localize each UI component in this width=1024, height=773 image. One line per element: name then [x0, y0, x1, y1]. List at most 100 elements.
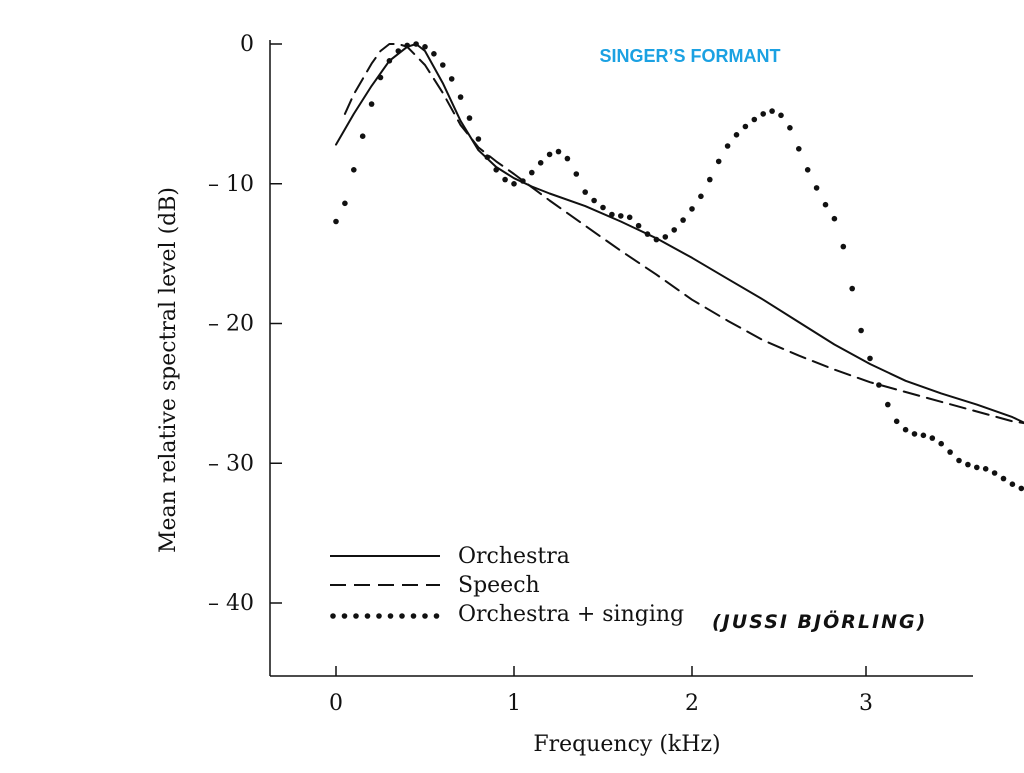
- data-point: [823, 202, 829, 208]
- legend-dot: [434, 613, 440, 619]
- data-point: [992, 470, 998, 476]
- x-tick-label: 0: [329, 691, 343, 716]
- series-line-speech: [345, 44, 1024, 438]
- data-point: [618, 213, 624, 219]
- legend-dot: [399, 613, 405, 619]
- data-point: [983, 466, 989, 472]
- data-point: [645, 231, 651, 237]
- data-point: [912, 431, 918, 437]
- data-point: [502, 177, 508, 183]
- data-point: [351, 167, 357, 173]
- data-point: [511, 181, 517, 187]
- data-point: [858, 328, 864, 334]
- data-point: [689, 206, 695, 212]
- data-point: [654, 237, 660, 243]
- data-point: [921, 433, 927, 439]
- data-point: [404, 43, 410, 49]
- data-point: [752, 117, 758, 123]
- data-point: [725, 143, 731, 149]
- legend-dot: [342, 613, 348, 619]
- series-line-orchestra: [336, 44, 1024, 494]
- data-point: [387, 58, 393, 64]
- y-tick-label: – 30: [208, 451, 254, 476]
- data-point: [947, 449, 953, 455]
- data-point: [422, 44, 428, 50]
- data-point: [930, 435, 936, 441]
- legend-dot: [330, 613, 336, 619]
- legend-swatch-orchestra-singing: [330, 613, 439, 619]
- data-point: [396, 48, 402, 54]
- data-point: [360, 133, 366, 139]
- data-point: [787, 125, 793, 131]
- data-point: [769, 108, 775, 114]
- data-point: [547, 152, 553, 158]
- data-point: [760, 111, 766, 117]
- data-point: [342, 201, 348, 207]
- singers-formant-annotation: SINGER’S FORMANT: [599, 46, 780, 66]
- data-point: [716, 159, 722, 165]
- data-point: [627, 215, 633, 221]
- data-point: [574, 171, 580, 177]
- data-point: [333, 219, 339, 225]
- legend-dot: [411, 613, 417, 619]
- series-layer: [333, 41, 1024, 515]
- data-point: [591, 198, 597, 204]
- data-point: [956, 458, 962, 464]
- data-point: [1001, 476, 1007, 482]
- data-point: [814, 185, 820, 191]
- data-point: [449, 76, 455, 82]
- data-point: [529, 170, 535, 176]
- data-point: [734, 132, 740, 138]
- data-point: [680, 217, 686, 223]
- legend-dot: [422, 613, 428, 619]
- data-point: [876, 382, 882, 388]
- legend-label-speech: Speech: [458, 573, 540, 598]
- y-tick-label: 0: [240, 32, 254, 57]
- y-axis-label: Mean relative spectral level (dB): [156, 187, 181, 553]
- data-point: [556, 149, 562, 155]
- data-point: [582, 189, 588, 195]
- y-tick-label: – 40: [208, 591, 254, 616]
- data-point: [867, 356, 873, 362]
- data-point: [832, 216, 838, 222]
- data-point: [476, 136, 482, 142]
- legend-dot: [376, 613, 382, 619]
- data-point: [609, 212, 615, 218]
- data-point: [431, 51, 437, 57]
- data-point: [885, 402, 891, 408]
- data-point: [1019, 486, 1024, 492]
- y-ticks: 0 – 10 – 20 – 30 – 40: [208, 32, 282, 616]
- data-point: [671, 227, 677, 233]
- data-point: [894, 419, 900, 425]
- data-point: [707, 177, 713, 183]
- x-tick-label: 3: [859, 691, 873, 716]
- data-point: [743, 124, 749, 130]
- y-tick-label: – 20: [208, 312, 254, 337]
- data-point: [467, 115, 473, 121]
- data-point: [493, 167, 499, 173]
- x-tick-label: 1: [507, 691, 521, 716]
- x-axis-label: Frequency (kHz): [533, 732, 720, 757]
- legend-label-orchestra-singing: Orchestra + singing: [458, 602, 684, 627]
- data-point: [600, 205, 606, 211]
- data-point: [485, 154, 491, 160]
- series-orchestra-singing: [333, 41, 1024, 515]
- data-point: [636, 223, 642, 229]
- y-tick-label: – 10: [208, 172, 254, 197]
- data-point: [378, 75, 384, 81]
- legend-dot: [365, 613, 371, 619]
- data-point: [974, 465, 980, 471]
- data-point: [849, 286, 855, 292]
- data-point: [698, 194, 704, 200]
- data-point: [440, 62, 446, 68]
- legend-note-handwritten: (JUSSI BJÖRLING): [712, 609, 927, 633]
- data-point: [1010, 481, 1016, 487]
- x-tick-label: 2: [685, 691, 699, 716]
- legend-dot: [353, 613, 359, 619]
- data-point: [538, 160, 544, 166]
- data-point: [903, 427, 909, 433]
- data-point: [805, 167, 811, 173]
- data-point: [413, 41, 419, 47]
